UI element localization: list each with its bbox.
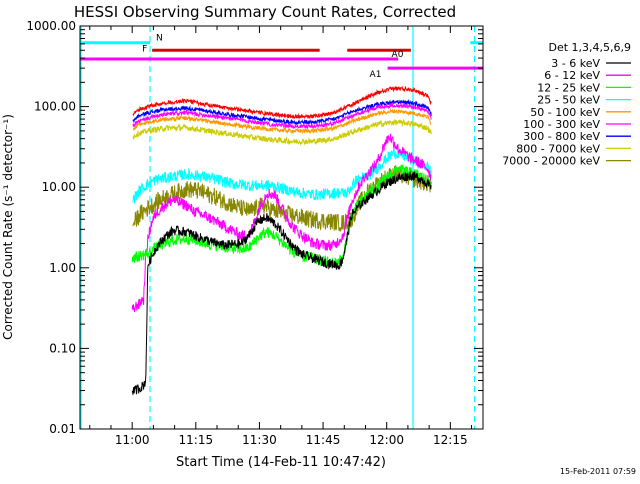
series-line-6	[132, 147, 432, 205]
series-line-3	[132, 101, 432, 130]
x-tick-label-3: 11:30	[242, 433, 277, 447]
x-tick-label-1: 11:00	[115, 433, 150, 447]
y-tick-label-4: 1.00	[49, 261, 76, 275]
series-line-7	[132, 165, 432, 233]
legend-entry-label-6: 100 - 300 keV	[523, 118, 600, 131]
series-line-2	[132, 99, 432, 126]
y-tick-label-3: 10.00	[42, 180, 76, 194]
legend-entry-label-9: 7000 - 20000 keV	[502, 155, 600, 168]
plot-area: NF A0 A1	[80, 26, 483, 429]
legend-entry-label-5: 50 - 100 keV	[530, 106, 600, 119]
y-axis-label: Corrected Count Rate (s⁻¹ detector⁻¹)	[1, 114, 15, 340]
legend-entry-label-3: 12 - 25 keV	[537, 81, 600, 94]
footer-timestamp: 15-Feb-2011 07:59	[560, 467, 636, 476]
legend-entry-label-4: 25 - 50 keV	[537, 94, 600, 107]
y-tick-label-2: 100.00	[34, 100, 76, 114]
y-tick-label-6: 0.01	[49, 422, 76, 436]
axes: 11:00 11:15 11:30 11:45 12:00 12:15 1000.00 100…	[26, 19, 483, 447]
x-tick-label-4: 11:45	[306, 433, 341, 447]
flag-label-f: F	[142, 44, 147, 54]
flag-label-a0: A0	[392, 50, 404, 60]
flag-label-a1: A1	[370, 70, 382, 80]
legend-entry-label-8: 800 - 7000 keV	[516, 142, 600, 155]
series-line-4	[132, 108, 432, 135]
series-line-1	[132, 85, 432, 120]
series-line-10	[131, 170, 432, 395]
series-line-5	[132, 118, 432, 146]
legend-entry-label-2: 6 - 12 keV	[544, 69, 600, 82]
x-tick-label-5: 12:00	[369, 433, 404, 447]
y-tick-label-5: 0.10	[49, 341, 76, 355]
chart-title: HESSI Observing Summary Count Rates, Cor…	[74, 3, 456, 21]
plot-frame	[79, 25, 484, 430]
flag-label-n: N	[156, 34, 163, 44]
x-tick-label-2: 11:15	[179, 433, 214, 447]
legend-entry-label-1: 3 - 6 keV	[551, 57, 600, 70]
x-axis-label: Start Time (14-Feb-11 10:47:42)	[176, 455, 386, 470]
legend-entry-label-7: 300 - 800 keV	[523, 130, 600, 143]
series-line-8	[131, 133, 432, 313]
legend-header: Det 1,3,4,5,6,9	[548, 41, 631, 54]
x-tick-label-6: 12:15	[433, 433, 468, 447]
y-tick-label-1: 1000.00	[26, 19, 76, 33]
